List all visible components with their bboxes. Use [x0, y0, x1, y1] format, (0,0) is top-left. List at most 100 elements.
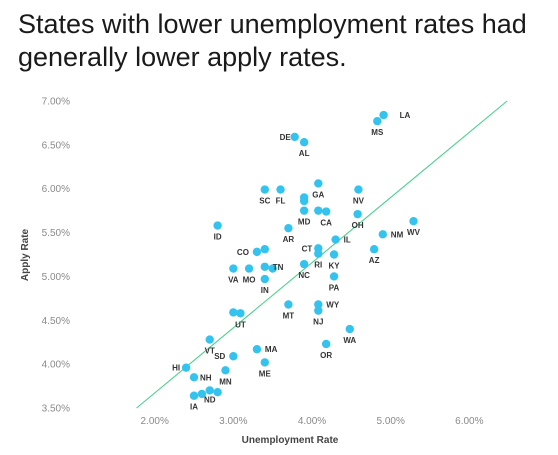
point-label: HI — [172, 364, 180, 373]
scatter-point — [409, 216, 418, 226]
scatter-point — [244, 264, 254, 273]
scatter-point — [345, 324, 354, 334]
point-label: PA — [329, 283, 340, 292]
point-label: NV — [353, 197, 365, 206]
point-label: ME — [259, 369, 272, 378]
data-points — [181, 110, 418, 400]
point-label: LA — [400, 111, 411, 120]
point-label: WV — [407, 228, 421, 237]
scatter-point — [314, 249, 323, 258]
scatter-point — [229, 352, 238, 361]
scatter-point — [314, 206, 323, 215]
x-tick-label: 2.00% — [140, 416, 168, 427]
point-label: CA — [320, 219, 332, 228]
point-label: SC — [259, 197, 270, 206]
point-label: MS — [371, 128, 384, 137]
point-label: OR — [320, 351, 332, 360]
scatter-point — [252, 345, 262, 354]
point-label: AR — [283, 235, 295, 244]
point-label: MN — [219, 377, 232, 386]
point-label: NJ — [313, 318, 323, 327]
point-label: KY — [328, 262, 340, 271]
scatter-point — [314, 306, 323, 315]
point-label: DE — [280, 133, 292, 142]
scatter-point — [260, 262, 269, 271]
scatter-point — [276, 185, 285, 194]
scatter-point — [260, 358, 269, 367]
scatter-point — [353, 209, 362, 219]
point-label: ID — [214, 233, 222, 242]
scatter-point — [197, 389, 207, 399]
point-label: MT — [283, 311, 295, 320]
point-label: TN — [273, 263, 284, 272]
y-tick-label: 6.50% — [42, 140, 70, 151]
point-label: NM — [391, 230, 404, 239]
scatter-point — [189, 391, 199, 400]
scatter-point — [299, 196, 309, 206]
scatter-point — [314, 179, 323, 188]
scatter-point — [321, 339, 331, 349]
scatter-point — [205, 335, 214, 344]
scatter-point — [379, 110, 388, 120]
point-label: AL — [299, 149, 310, 158]
point-label: ND — [204, 395, 216, 404]
y-tick-label: 5.50% — [42, 228, 70, 239]
scatter-point — [369, 245, 379, 254]
point-label: OH — [352, 221, 364, 230]
y-axis-ticks: 3.50% 4.00% 4.50% 5.00% 5.50% 6.00% 6.50% 7.00% — [42, 97, 70, 415]
point-label: NC — [298, 271, 310, 280]
point-label: AZ — [369, 256, 380, 265]
y-axis-title: Apply Rate — [20, 228, 31, 281]
scatter-point — [229, 264, 238, 273]
point-label: VA — [228, 276, 239, 285]
point-label: GA — [312, 190, 324, 199]
y-tick-label: 6.00% — [42, 184, 70, 195]
point-label: MA — [265, 345, 278, 354]
scatter-point — [236, 309, 245, 318]
point-label: MO — [243, 276, 256, 285]
point-label: IA — [190, 403, 198, 412]
point-label: UT — [235, 320, 246, 329]
scatter-point — [260, 274, 269, 284]
scatter-point — [299, 206, 309, 215]
chart-title: States with lower unemployment rates had… — [18, 9, 527, 72]
scatter-point — [329, 272, 339, 281]
x-tick-label: 4.00% — [298, 416, 326, 427]
scatter-point — [373, 116, 382, 126]
scatter-point — [378, 230, 387, 239]
scatter-point — [314, 300, 323, 309]
scatter-point — [329, 250, 339, 259]
scatter-point — [189, 373, 199, 382]
y-tick-label: 7.00% — [42, 97, 70, 108]
scatter-point — [299, 138, 309, 147]
point-label: NH — [200, 373, 212, 382]
point-label: WA — [343, 336, 356, 345]
point-label: FL — [276, 197, 286, 206]
point-label: RI — [314, 261, 322, 270]
scatter-point — [229, 308, 238, 317]
scatter-point — [331, 235, 340, 244]
scatter-point — [260, 185, 269, 194]
scatter-point — [268, 264, 277, 273]
x-tick-label: 5.00% — [376, 416, 404, 427]
scatter-point — [221, 366, 230, 375]
scatter-point — [354, 185, 363, 194]
scatter-point — [321, 207, 331, 216]
scatter-point — [290, 132, 299, 142]
point-label: SD — [214, 352, 225, 361]
scatter-point — [299, 259, 309, 269]
y-tick-label: 5.00% — [42, 272, 70, 283]
scatter-point — [181, 363, 191, 372]
scatter-point — [205, 386, 214, 395]
x-tick-label: 6.00% — [455, 416, 483, 427]
point-label: IN — [261, 286, 269, 295]
scatter-point — [260, 245, 269, 254]
scatter-point — [284, 300, 293, 309]
scatter-point — [252, 247, 262, 257]
y-tick-label: 4.50% — [42, 316, 70, 327]
point-label: CT — [302, 244, 313, 253]
x-axis-title: Unemployment Rate — [242, 435, 339, 446]
point-label: CO — [237, 248, 249, 257]
point-label: IL — [344, 236, 351, 245]
